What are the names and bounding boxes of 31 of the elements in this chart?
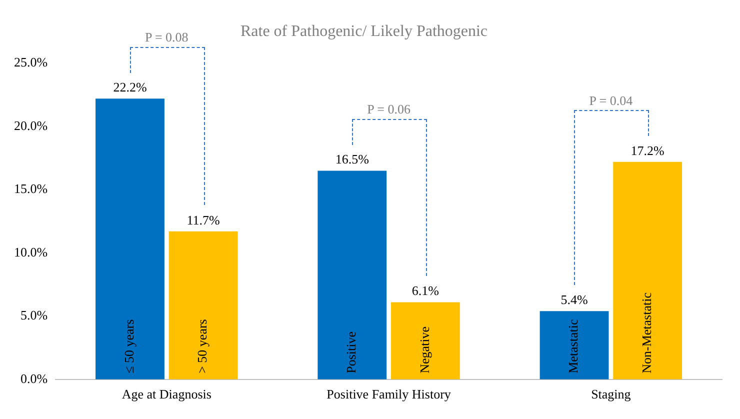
- y-tick-label: 0.0%: [20, 370, 48, 386]
- text: P = 0.08: [144, 30, 188, 45]
- annotation: ≤ 50 years: [121, 319, 136, 374]
- data-label: 5.4%: [560, 292, 588, 308]
- bar: [168, 231, 238, 380]
- y-tick-label: 15.0%: [14, 181, 48, 196]
- y-tick-label: 10.0%: [14, 244, 48, 260]
- x-tick-label: Age at Diagnosis: [122, 386, 212, 402]
- annotation: Negative: [416, 326, 432, 374]
- annotation: Non-Metastatic: [639, 292, 654, 374]
- bar: [96, 98, 164, 380]
- bar: [390, 302, 460, 380]
- y-tick-label: 5.0%: [20, 308, 48, 323]
- bar: [540, 311, 609, 380]
- y-tick-label: 20.0%: [14, 118, 48, 133]
- data-label: 6.1%: [412, 283, 440, 298]
- data-label: 11.7%: [186, 212, 220, 228]
- annotation: P = 0.06: [367, 102, 411, 117]
- annotation: > 50 years: [194, 319, 210, 374]
- y-tick-label: 25.0%: [14, 54, 48, 70]
- data-label: 22.2%: [113, 80, 147, 95]
- x-tick-label: Staging: [591, 386, 632, 402]
- annotation: Positive: [344, 331, 359, 374]
- x-tick-label: Positive Family History: [326, 386, 452, 402]
- annotation: P = 0.04: [589, 92, 634, 108]
- data-label: 17.2%: [630, 142, 665, 158]
- bar: [318, 170, 387, 380]
- bar: [613, 162, 682, 380]
- data-label: 16.5%: [335, 152, 370, 167]
- chart-title: Rate of Pathogenic/ Likely Pathogenic: [240, 22, 488, 40]
- annotation: Metastatic: [566, 319, 581, 374]
